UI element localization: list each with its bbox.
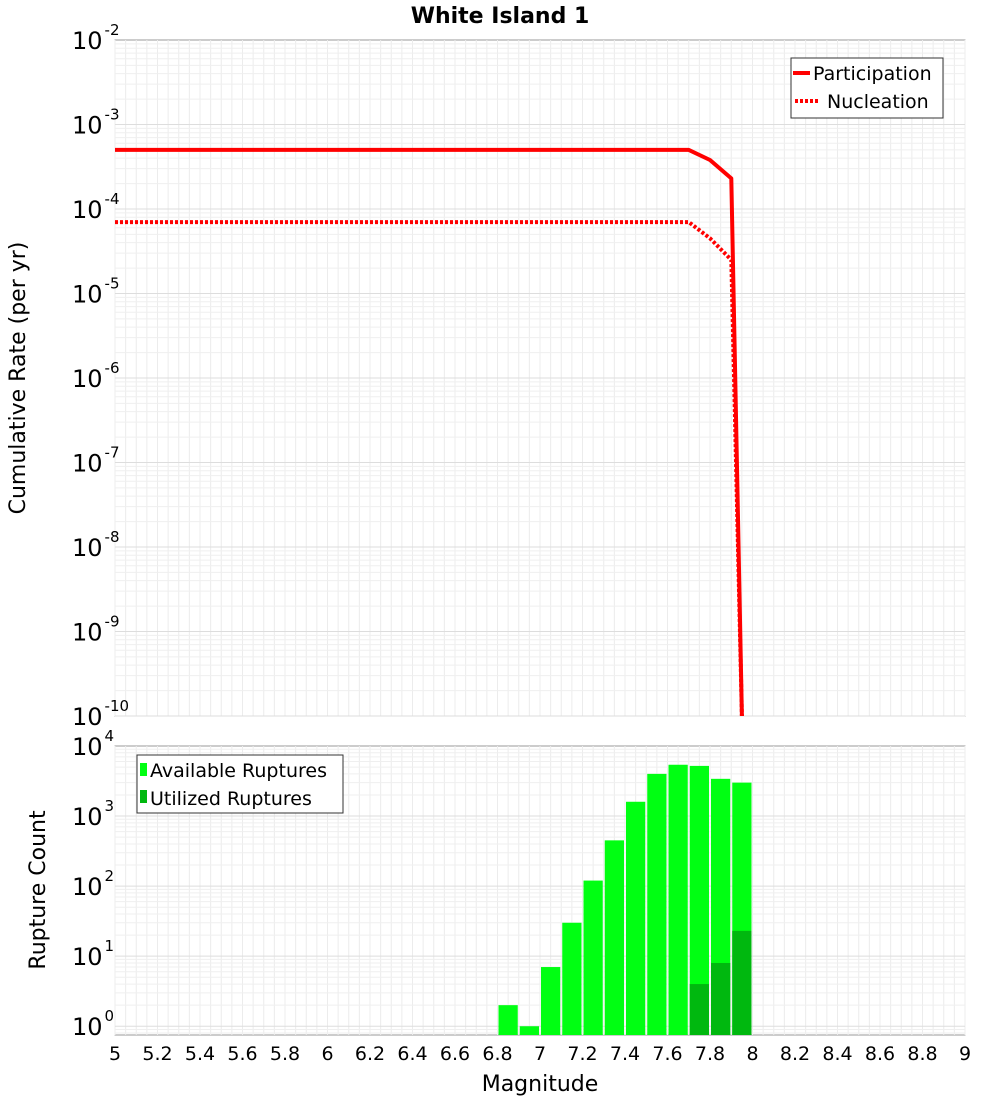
count-y-tick-label: 10 3 [72,797,114,831]
count-y-axis-label: Rupture Count [26,810,51,970]
x-tick-label: 5.6 [227,1043,257,1065]
x-tick-label: 7.8 [695,1043,725,1065]
x-tick-label: 6.6 [440,1043,470,1065]
rate-series [115,147,744,717]
count-bars [498,764,752,1035]
count-y-tick-label: 10 0 [72,1007,114,1041]
count-legend: Available Ruptures Utilized Ruptures [136,754,344,814]
rate-y-tick-label: 10 -7 [72,444,120,478]
x-axis-label: Magnitude [482,1072,599,1097]
nucleation-line [115,220,744,717]
x-tick-label: 5.4 [185,1043,215,1065]
count-y-tick-label: 10 4 [72,727,114,761]
utilized-ruptures-bar [711,962,731,1035]
x-tick-label: 6 [321,1043,333,1065]
available-ruptures-bar [689,765,709,1035]
x-tick-label: 5.2 [142,1043,172,1065]
rate-y-ticks: 10-2 10-3 10-4 10-5 10-6 10-7 10-8 10-9 10-10 [72,21,129,731]
rate-y-tick-label: 10 -5 [72,275,120,309]
x-tick-label: 6.2 [355,1043,385,1065]
x-tick-label: 8 [746,1043,758,1065]
x-tick-label: 8.8 [907,1043,937,1065]
participation-line [115,147,744,717]
legend-utilized-swatch [140,790,147,803]
rate-y-tick-label: 10 -8 [72,528,120,562]
available-ruptures-bar [562,922,582,1035]
count-y-tick-label: 10 2 [72,867,114,901]
legend-available-swatch [140,763,147,776]
count-x-ticks: 5 5.2 5.4 5.6 5.8 6 6.2 6.4 6.6 6.8 7 7.2 7.4 7.6 7.8 8… [109,1043,971,1065]
rate-y-tick-label: 10 -6 [72,359,120,393]
available-ruptures-bar [498,1005,518,1035]
utilized-ruptures-bar [689,984,709,1035]
x-tick-label: 7 [534,1043,546,1065]
x-tick-label: 7.4 [610,1043,640,1065]
available-ruptures-bar [519,1026,539,1035]
rate-legend: Participation Nucleation [790,57,944,119]
legend-available-label: Available Ruptures [150,760,327,782]
x-tick-label: 6.4 [397,1043,427,1065]
rate-y-tick-label: 10 -2 [72,21,120,55]
chart-title: White Island 1 [411,4,590,29]
available-ruptures-bar [647,773,667,1035]
x-tick-label: 9 [959,1043,971,1065]
available-ruptures-bar [541,967,561,1035]
x-tick-label: 6.8 [482,1043,512,1065]
x-tick-label: 8.4 [822,1043,852,1065]
x-tick-label: 7.6 [652,1043,682,1065]
legend-participation-label: Participation [813,63,932,85]
rate-y-tick-label: 10 -10 [72,697,129,731]
rate-y-tick-label: 10 -3 [72,106,120,140]
rate-legend-box [790,57,944,119]
rate-y-tick-label: 10 -4 [72,190,120,224]
available-ruptures-bar [604,840,624,1035]
rate-grid [114,40,966,717]
count-legend-box [136,754,344,814]
x-tick-label: 5 [109,1043,121,1065]
rate-panel: 10-2 10-3 10-4 10-5 10-6 10-7 10-8 10-9 10-10 Cu… [6,21,966,731]
rate-y-axis-label: Cumulative Rate (per yr) [6,242,31,515]
x-tick-label: 8.2 [780,1043,810,1065]
available-ruptures-bar [583,880,603,1035]
rate-y-tick-label: 10 -9 [72,613,120,647]
count-y-tick-label: 10 1 [72,937,114,971]
available-ruptures-bar [668,764,688,1035]
x-tick-label: 7.2 [567,1043,597,1065]
count-grid [114,746,966,1035]
utilized-ruptures-bar [732,930,752,1035]
available-ruptures-bar [626,801,646,1035]
legend-utilized-label: Utilized Ruptures [150,788,312,810]
x-tick-label: 5.8 [270,1043,300,1065]
legend-nucleation-label: Nucleation [827,91,929,113]
x-tick-label: 8.6 [865,1043,895,1065]
